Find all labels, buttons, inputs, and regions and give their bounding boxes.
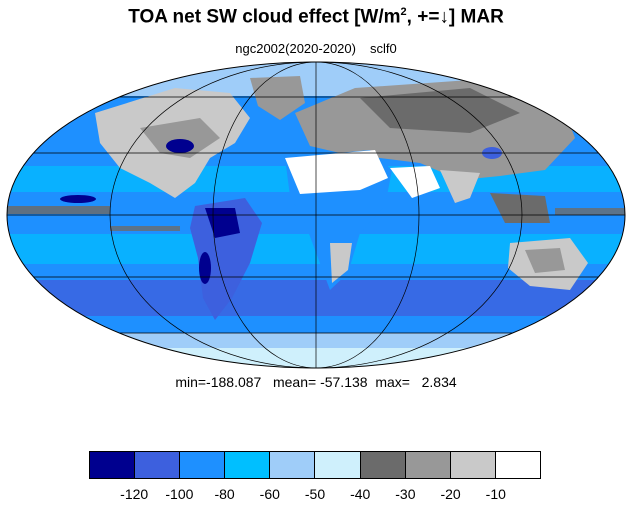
legend-tick-label: -80: [214, 486, 235, 502]
legend-swatch: [315, 452, 361, 478]
plot-subtitle: ngc2002(2020-2020) sclf0: [0, 41, 632, 56]
world-map: [6, 61, 626, 369]
legend-tick-label: -120: [120, 486, 149, 502]
sahara-clear: [285, 150, 388, 194]
variable-label: sclf0: [369, 41, 397, 56]
legend-swatch: [270, 452, 316, 478]
cloud-streak: [7, 206, 110, 214]
legend-tick-label: -30: [395, 486, 416, 502]
legend-swatch: [360, 452, 406, 478]
legend-swatch: [405, 452, 451, 478]
antarctic-light: [60, 348, 580, 368]
legend-tick-label: -10: [485, 486, 506, 502]
maritime-continent: [490, 193, 550, 223]
legend-swatch: [450, 452, 496, 478]
greenland: [250, 76, 305, 120]
deep-cloud-patch: [199, 252, 211, 284]
deep-cloud-patch: [60, 195, 96, 203]
north-america-cloud: [140, 118, 220, 158]
arabia: [390, 166, 440, 198]
legend-swatch: [180, 452, 226, 478]
legend-swatch: [225, 452, 271, 478]
deep-cloud-patch: [166, 139, 194, 153]
legend-tick-label: -60: [259, 486, 280, 502]
experiment-label: ngc2002(2020-2020): [235, 41, 356, 56]
australia-interior: [525, 248, 565, 273]
legend-tick-label: -40: [350, 486, 371, 502]
legend-tick-label: -50: [304, 486, 326, 502]
siberia-cloud: [360, 88, 520, 133]
plot-title: TOA net SW cloud effect [W/m2, +=↓] MAR: [128, 6, 504, 28]
southern-africa: [330, 243, 352, 283]
cloud-streak: [110, 226, 180, 231]
color-legend: [89, 451, 541, 479]
legend-swatch: [495, 452, 540, 478]
map-boundary: [6, 61, 626, 369]
legend-swatch: [90, 452, 136, 478]
field-statistics: min=-188.087 mean= -57.138 max= 2.834: [175, 374, 457, 390]
legend-tick-label: -20: [440, 486, 461, 502]
south-america: [190, 198, 262, 320]
cloud-streak: [555, 208, 625, 215]
india: [440, 170, 480, 203]
legend-tick-label: -100: [165, 486, 194, 502]
legend-swatch: [135, 452, 181, 478]
